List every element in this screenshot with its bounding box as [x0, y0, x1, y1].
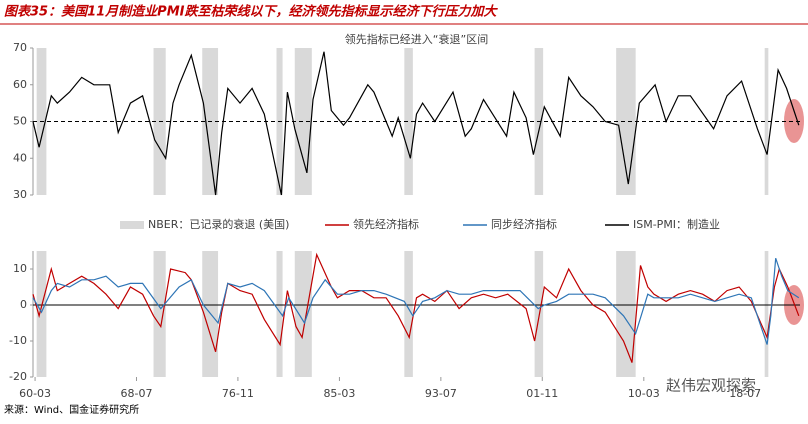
source: 来源：Wind、国金证券研究所	[4, 403, 139, 416]
y-tick-label: 60	[13, 78, 27, 91]
x-tick-label: 18-07	[729, 387, 761, 400]
recession-band	[294, 251, 312, 377]
series-line	[32, 51, 800, 196]
x-tick-label: 68-07	[120, 387, 152, 400]
x-tick-label: 60-03	[19, 387, 51, 400]
legend-swatch	[120, 221, 144, 229]
legend-label: 领先经济指标	[353, 217, 419, 231]
x-tick-label: 10-03	[628, 387, 660, 400]
y-tick-label: 30	[13, 188, 27, 201]
recession-band	[404, 48, 413, 195]
highlight	[784, 99, 804, 143]
x-tick-label: 01-11	[526, 387, 558, 400]
recession-band	[276, 251, 283, 377]
y-tick-label: 40	[13, 151, 27, 164]
series-line	[32, 252, 800, 363]
series-line	[32, 258, 800, 345]
recession-band	[36, 251, 47, 377]
y-tick-label: -10	[9, 334, 27, 347]
annotation: 领先指标已经进入“衰退”区间	[345, 32, 488, 46]
y-tick-label: -20	[9, 370, 27, 383]
x-tick-label: 85-03	[323, 387, 355, 400]
recession-band	[616, 48, 636, 195]
y-tick-label: 70	[13, 41, 27, 54]
chart-title: 图表35：美国11月制造业PMI跌至枯荣线以下，经济领先指标显示经济下行压力加大	[4, 4, 498, 20]
recession-band	[404, 251, 413, 377]
y-tick-label: 50	[13, 115, 27, 128]
legend-label: 同步经济指标	[491, 217, 557, 231]
recession-band	[616, 251, 636, 377]
recession-band	[764, 48, 769, 195]
recession-band	[764, 251, 769, 377]
recession-band	[153, 251, 166, 377]
legend-label: ISM-PMI：制造业	[633, 217, 720, 231]
x-tick-label: 93-07	[425, 387, 457, 400]
y-tick-label: 10	[13, 262, 27, 275]
x-tick-label: 76-11	[222, 387, 254, 400]
watermark: 赵伟宏观探索	[666, 377, 756, 395]
y-tick-label: 0	[20, 298, 27, 311]
legend-label: NBER：已记录的衰退 (美国)	[148, 217, 289, 231]
